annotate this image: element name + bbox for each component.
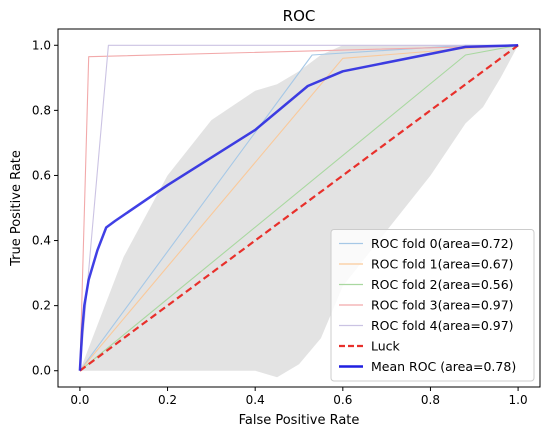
std-band (79, 45, 519, 378)
legend-box (330, 229, 535, 382)
x-tick-label-2: 0.4 (246, 393, 265, 407)
series-line-5 (79, 44, 519, 372)
y-tick-label-2: 0.4 (32, 234, 51, 248)
y-tick-label-5: 1.0 (32, 38, 51, 52)
y-tick-label-4: 0.8 (32, 103, 51, 117)
series-line-6 (78, 44, 519, 371)
legend: ROC fold 0(area=0.72) ROC fold 1(area=0.6… (330, 229, 535, 382)
legend-label-5: Luck (371, 339, 401, 354)
legend-label-3: ROC fold 3(area=0.97) (371, 298, 514, 313)
chart-title: ROC (283, 7, 316, 25)
y-tick-label-3: 0.6 (32, 168, 51, 182)
axis-ticks-layer: 0.0 0.2 0.4 0.6 0.8 1.0 0.0 0.2 0.4 0.6 0.8 1.0 (32, 38, 528, 407)
x-tick-label-3: 0.6 (333, 393, 352, 407)
legend-label-6: Mean ROC (area=0.78) (371, 359, 516, 374)
legend-label-0: ROC fold 0(area=0.72) (371, 236, 514, 251)
x-tick-label-1: 0.2 (158, 393, 177, 407)
legend-label-4: ROC fold 4(area=0.97) (371, 318, 514, 333)
series-line-2 (79, 44, 519, 372)
y-tick-label-0: 0.0 (32, 364, 51, 378)
series-lines-layer (78, 44, 519, 372)
y-tick-label-1: 0.2 (32, 299, 51, 313)
y-axis-label: True Positive Rate (9, 150, 24, 267)
plot-frame (57, 28, 541, 388)
legend-label-2: ROC fold 2(area=0.56) (371, 277, 514, 292)
x-tick-label-5: 1.0 (509, 393, 528, 407)
x-tick-label-0: 0.0 (70, 393, 89, 407)
x-axis-label: False Positive Rate (239, 413, 360, 428)
x-tick-label-4: 0.8 (421, 393, 440, 407)
legend-label-1: ROC fold 1(area=0.67) (371, 257, 514, 272)
std-band-layer (79, 45, 519, 378)
